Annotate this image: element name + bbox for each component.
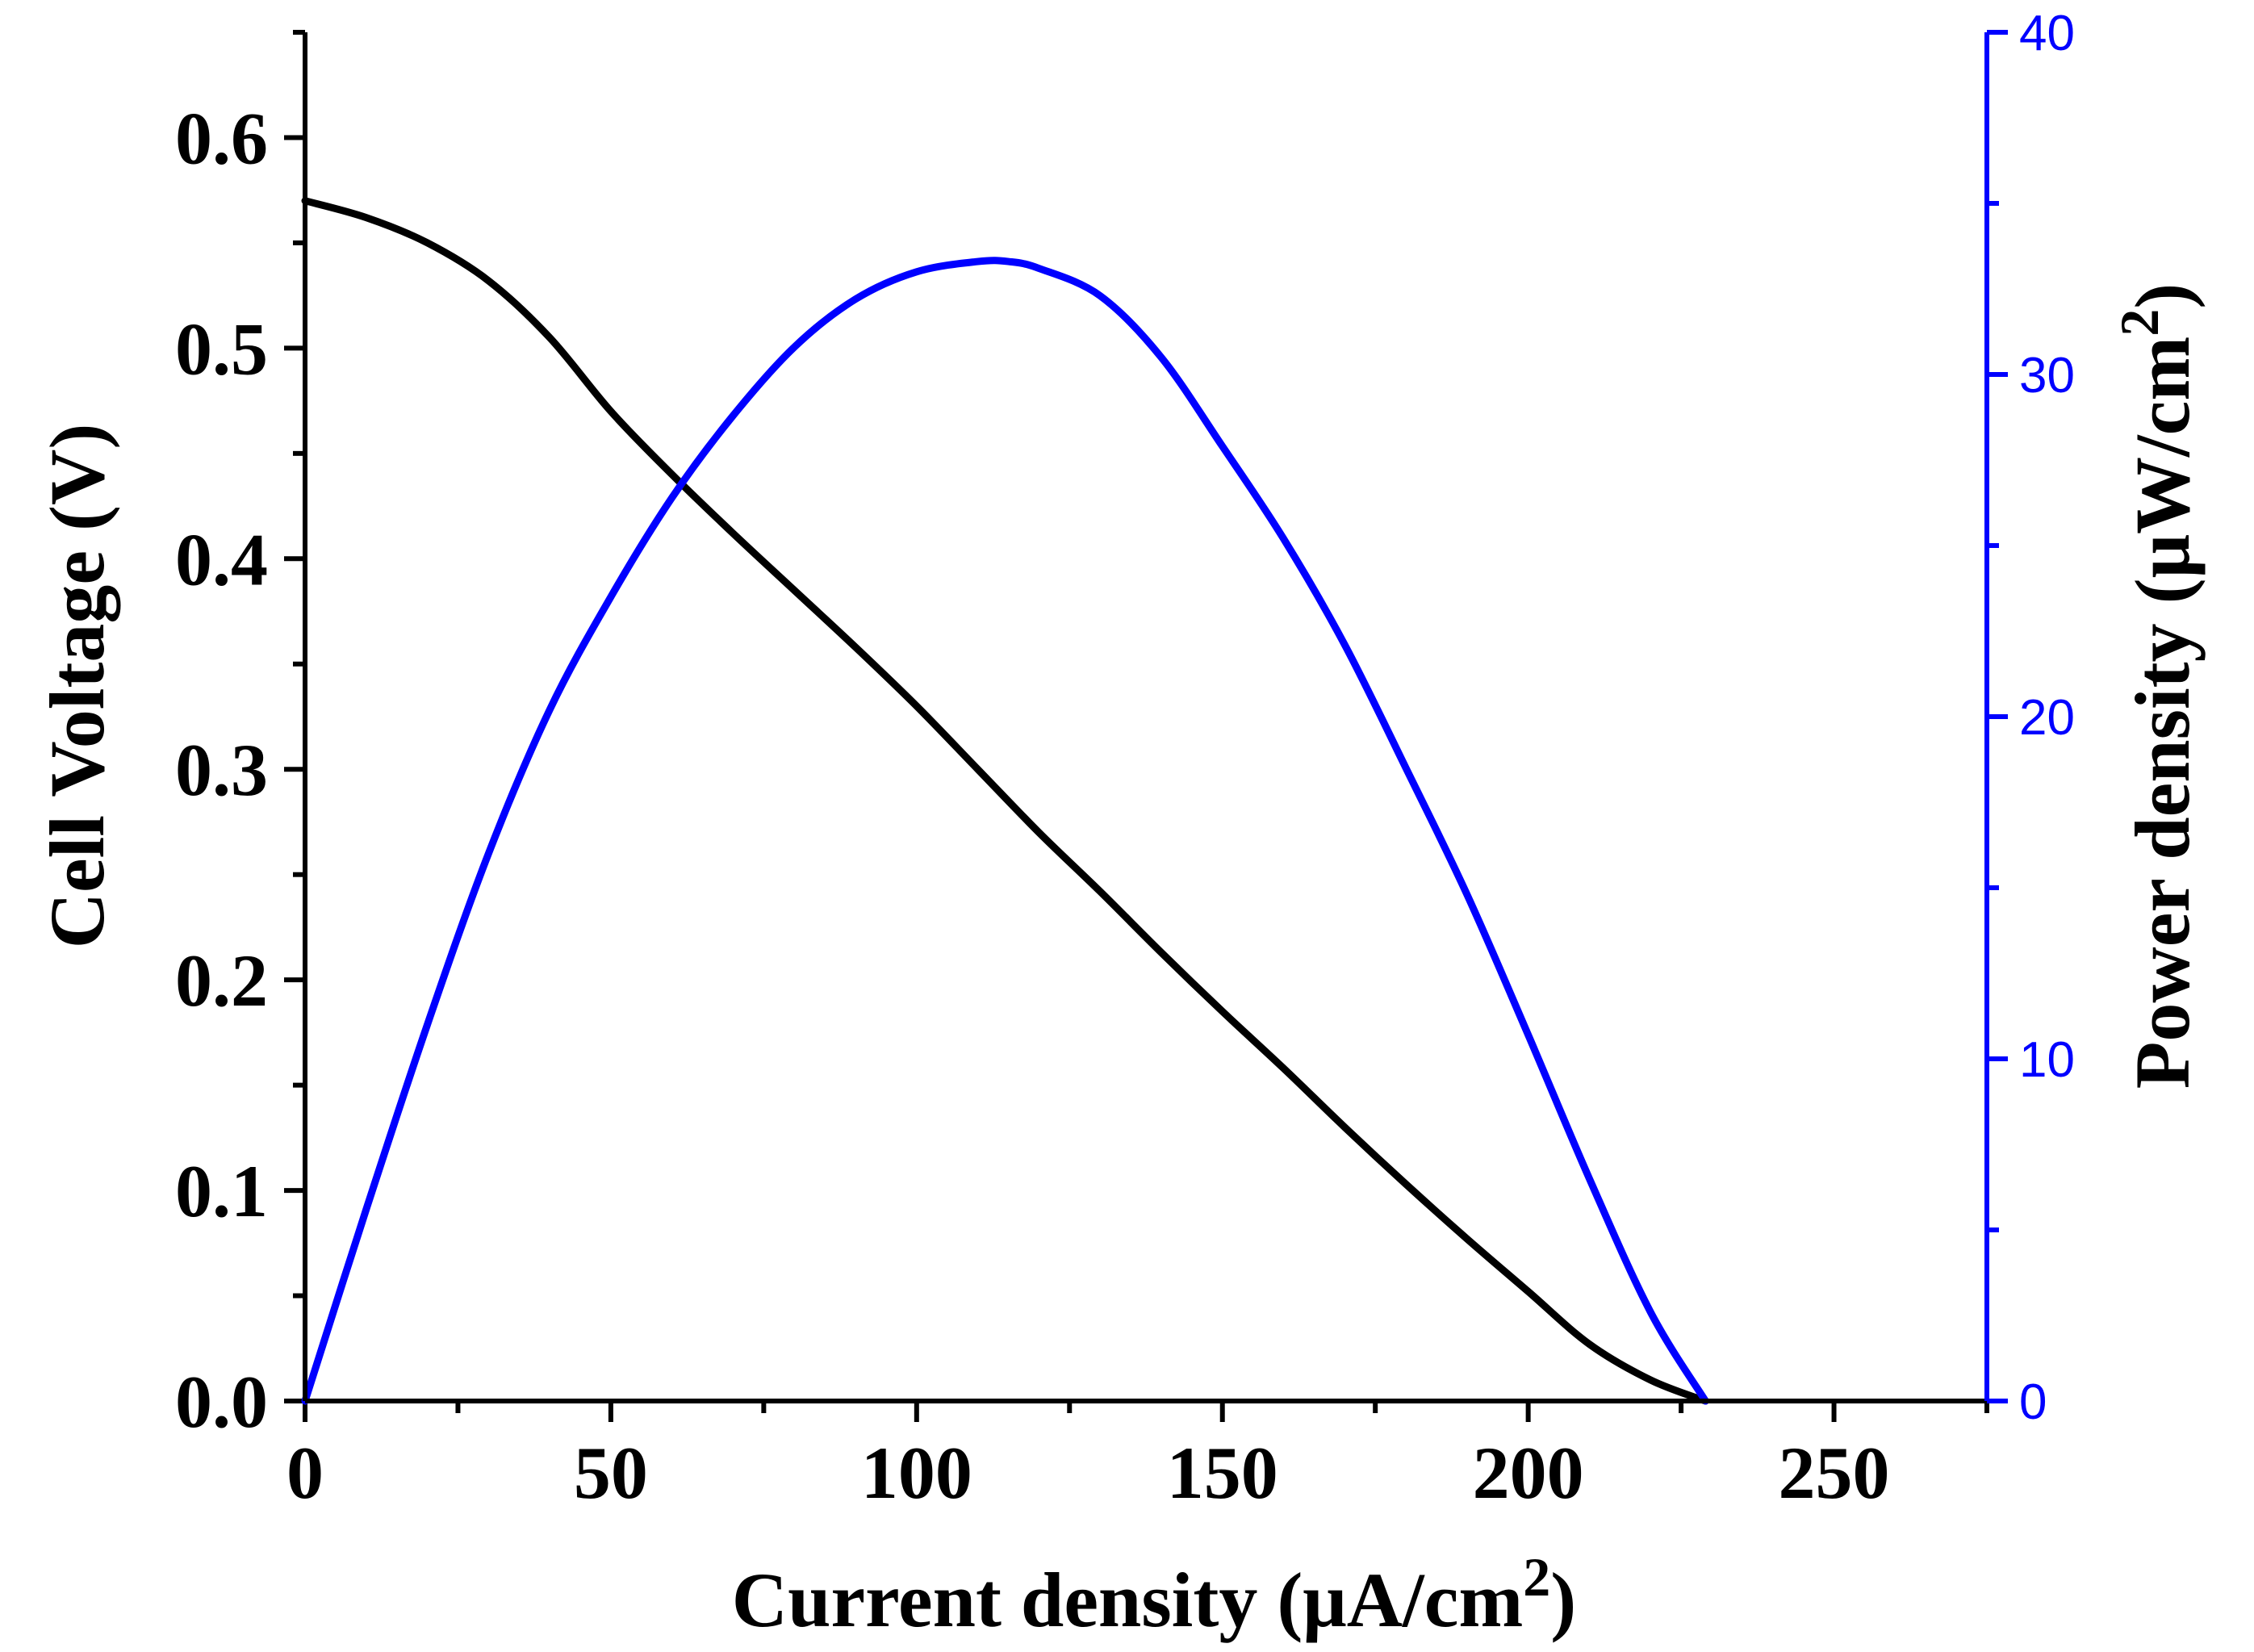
x-tick-label: 250 [1779, 1432, 1890, 1514]
y-right-tick-label: 20 [2019, 690, 2075, 746]
y-right-tick-label: 10 [2019, 1032, 2075, 1088]
y-right-tick-label: 0 [2019, 1374, 2047, 1430]
x-tick-label: 100 [861, 1432, 972, 1514]
x-tick-label: 0 [286, 1432, 324, 1514]
axes [303, 32, 1989, 1403]
y-right-tick-label: 40 [2019, 6, 2075, 61]
y-left-tick-label: 0.2 [175, 939, 268, 1022]
y-left-tick-label: 0.3 [175, 729, 268, 811]
y-left-tick-label: 0.4 [175, 518, 268, 600]
tick-labels: 0 50 100 150 200 250 0.0 0.1 0.2 0.3 0.4 0.5 0.6 0 10 2… [175, 6, 2075, 1514]
y-left-tick-label: 0.0 [175, 1361, 268, 1443]
y-left-tick-label: 0.5 [175, 307, 268, 390]
x-tick-label: 50 [574, 1432, 648, 1514]
y-left-tick-label: 0.1 [175, 1150, 268, 1232]
power-density-line [301, 257, 1709, 1405]
x-tick-label: 150 [1167, 1432, 1278, 1514]
y-axis-right-title: Power density (μW/cm2) [2109, 283, 2206, 1089]
cell-voltage-line [301, 197, 1709, 1405]
x-tick-label: 200 [1473, 1432, 1584, 1514]
y-axis-left-title: Cell Voltage (V) [34, 424, 120, 949]
y-left-tick-label: 0.6 [175, 97, 268, 179]
series-group [301, 197, 1709, 1405]
y-right-tick-label: 30 [2019, 348, 2075, 404]
x-axis-title: Current density (μA/cm2) [732, 1546, 1577, 1643]
